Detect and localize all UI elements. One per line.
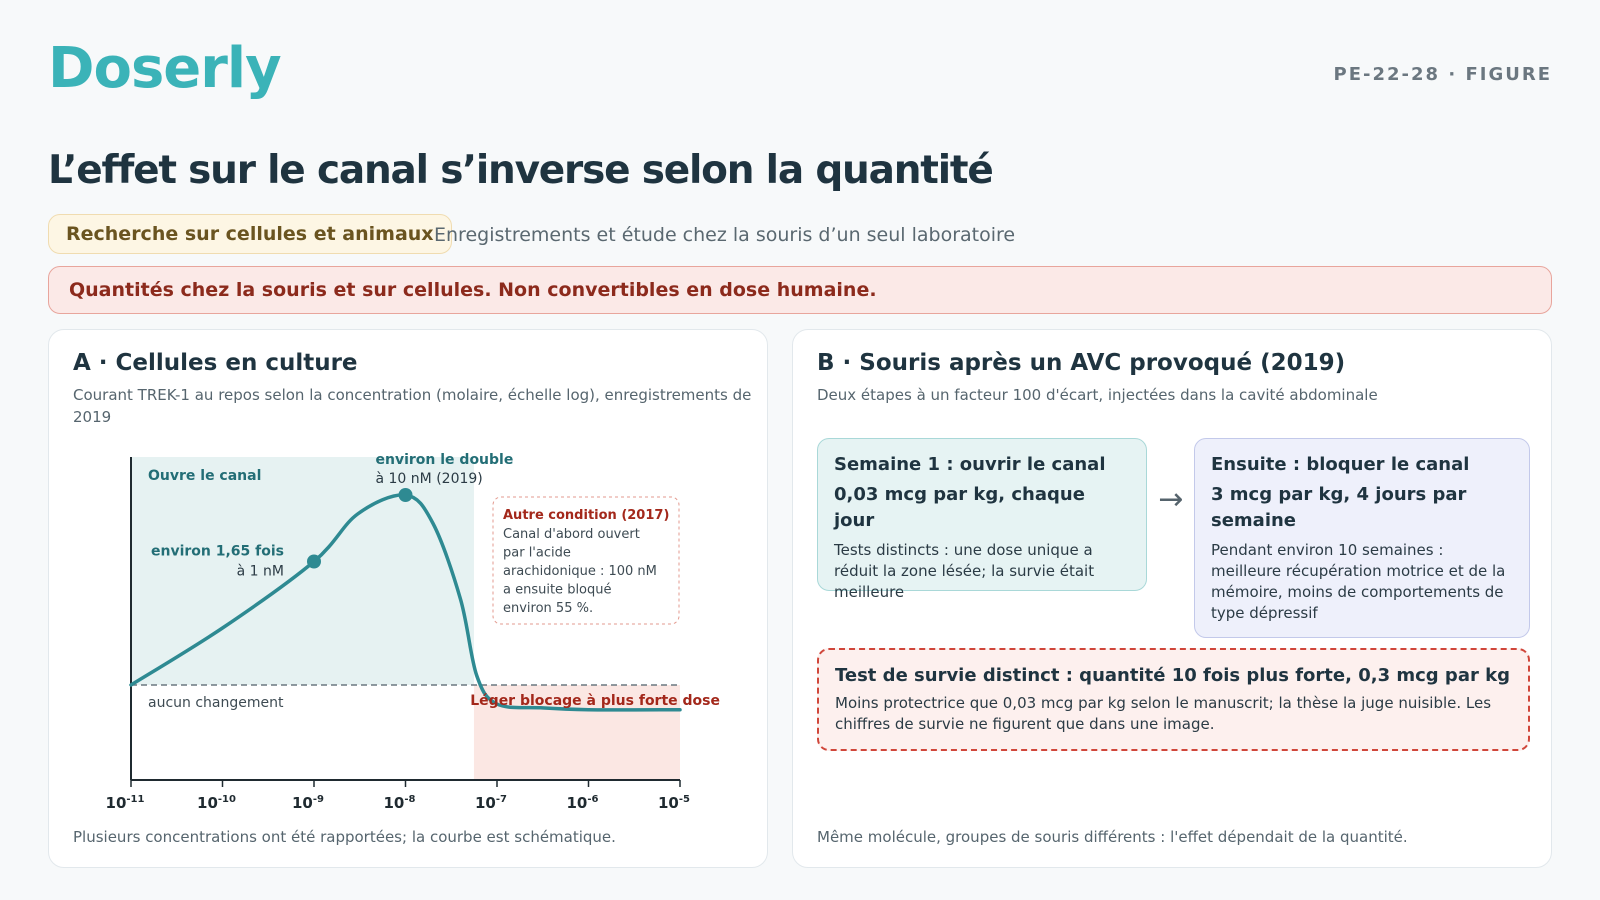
step2-text: Pendant environ 10 semaines : meilleure … <box>1211 541 1506 622</box>
x-tick-label: 10-9 <box>292 794 324 812</box>
step1-text: Tests distincts : une dose unique a rédu… <box>834 541 1095 601</box>
baseline-label: aucun changement <box>148 695 284 711</box>
survival-test-card: Test de survie distinct : quantité 10 fo… <box>817 648 1530 751</box>
dose-response-chart: 10-11 10-10 10-9 10-8 10-7 10-6 10-5 environ 1,… <box>106 452 720 812</box>
arrow-right-icon: → <box>1158 482 1184 517</box>
x-tick-label: 10-8 <box>384 794 416 812</box>
annotation-box <box>492 496 680 625</box>
point-10nm-sublabel: à 10 nM (2019) <box>376 471 483 487</box>
panel-a-footnote: Plusieurs concentrations ont été rapport… <box>73 828 616 846</box>
panel-b-description: Deux étapes à un facteur 100 d'écart, in… <box>817 386 1378 404</box>
step2-card: Ensuite : bloquer le canal 3 mcg par kg,… <box>1194 438 1530 638</box>
x-tick-label: 10-6 <box>567 794 599 812</box>
annotation-title: Autre condition (2017) <box>503 508 669 523</box>
step1-card: Semaine 1 : ouvrir le canal 0,03 mcg par… <box>817 438 1147 601</box>
panel-b-mouse-stroke: B · Souris après un AVC provoqué (2019) … <box>792 329 1552 868</box>
annotation-line: par l'acide <box>503 546 571 561</box>
x-tick-label: 10-11 <box>106 794 145 812</box>
survival-title: Test de survie distinct : quantité 10 fo… <box>835 665 1510 686</box>
point-10nm <box>398 488 413 502</box>
evidence-note: Enregistrements et étude chez la souris … <box>434 224 1016 246</box>
panel-b-title: B · Souris après un AVC provoqué (2019) <box>817 350 1346 376</box>
x-tick-label: 10-10 <box>197 794 236 812</box>
panel-a-cell-culture: A · Cellules en culture Courant TREK-1 a… <box>48 329 768 868</box>
brand-logo: Doserly <box>48 36 282 101</box>
evidence-badge: Recherche sur cellules et animaux <box>48 214 452 254</box>
panel-b-footnote: Même molécule, groupes de souris différe… <box>817 828 1408 846</box>
point-1nm-label: environ 1,65 fois <box>151 544 284 560</box>
dose-warning-banner: Quantités chez la souris et sur cellules… <box>48 266 1552 314</box>
block-region-label: Léger blocage à plus forte dose <box>470 693 720 709</box>
figure-tag: PE-22-28 · FIGURE <box>1333 64 1552 85</box>
annotation-line: arachidonique : 100 nM <box>503 564 657 579</box>
point-10nm-label: environ le double <box>376 452 514 468</box>
panel-a-description: Courant TREK-1 au repos selon la concent… <box>73 386 752 426</box>
panel-a-title: A · Cellules en culture <box>73 350 358 376</box>
annotation-line: environ 55 %. <box>503 601 593 616</box>
page-title: L’effet sur le canal s’inverse selon la … <box>48 148 994 193</box>
annotation-line: Canal d'abord ouvert <box>503 527 640 542</box>
step1-dose: 0,03 mcg par kg, chaque jour <box>834 484 1085 531</box>
open-region-label: Ouvre le canal <box>148 468 261 484</box>
x-tick-label: 10-7 <box>475 794 507 812</box>
step2-dose: 3 mcg par kg, 4 jours par semaine <box>1211 484 1467 531</box>
block-region <box>473 685 680 780</box>
response-curve <box>129 493 682 712</box>
step2-title: Ensuite : bloquer le canal <box>1211 454 1470 475</box>
point-1nm-sublabel: à 1 nM <box>237 564 284 580</box>
annotation-line: a ensuite bloqué <box>503 583 612 598</box>
x-tick-label: 10-5 <box>658 794 690 812</box>
survival-text: Moins protectrice que 0,03 mcg par kg se… <box>835 694 1492 733</box>
step1-title: Semaine 1 : ouvrir le canal <box>834 454 1106 475</box>
point-1nm <box>307 554 321 569</box>
